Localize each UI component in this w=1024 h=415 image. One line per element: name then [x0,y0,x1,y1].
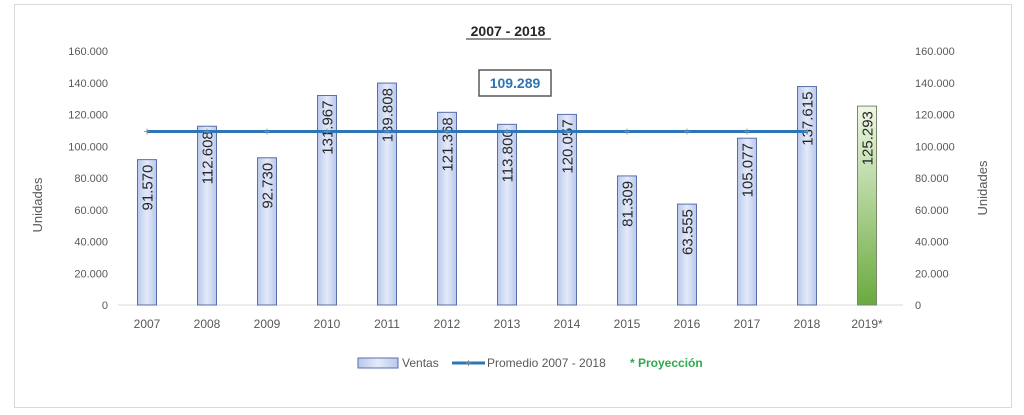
average-marker: + [443,125,450,139]
average-marker: + [383,125,390,139]
average-value-box [478,69,552,97]
bar [677,203,697,306]
y-axis-label-left: Unidades [30,177,45,232]
y-tick-label-left: 120.000 [68,110,108,122]
bar [377,82,397,306]
x-tick-label: 2017 [734,317,761,331]
y-tick-label-right: 140.000 [915,78,955,90]
average-marker: + [323,125,330,139]
y-tick-label-right: 60.000 [915,205,949,217]
y-tick-label-right: 40.000 [915,237,949,249]
legend-marker-promedio: + [465,356,472,370]
bar [617,175,637,306]
x-tick-label: 2010 [314,317,341,331]
average-marker: + [563,125,570,139]
y-axis-left: 0 20.000 40.000 60.000 80.000 100.000 120.000 1… [68,46,108,312]
y-tick-label-right: 0 [915,300,921,312]
x-axis: 2007 2008 2009 2010 2011 2012 2013 2014 2015 2016… [134,317,883,331]
bar-value-label: 81.309 [620,181,637,227]
average-marker: + [503,125,510,139]
bar-value-label: 92.730 [260,163,277,209]
average-marker: + [623,125,630,139]
bar [557,113,577,306]
legend-swatch-ventas [357,357,399,369]
y-axis-label-right: Unidades [975,160,990,215]
bar [437,111,457,306]
legend: Ventas + Promedio 2007 - 2018 * Proyecci… [357,356,703,370]
bar-value-label: 91.570 [140,165,157,211]
x-tick-label: 2018 [794,317,821,331]
x-tick-label: 2011 [374,317,400,331]
bar-projection [857,105,877,306]
bar-value-label: 105.077 [740,143,757,197]
sales-chart: 2007 - 2018 Unidades Unidades 0 20.000 40.… [30,23,990,370]
average-marker: + [743,125,750,139]
x-tick-label: 2007 [134,317,161,331]
y-tick-label-right: 160.000 [915,46,955,58]
bar-value-label: 125.293 [860,111,877,165]
y-tick-label-left: 20.000 [74,268,108,280]
x-tick-label: 2016 [674,317,701,331]
y-tick-label-right: 80.000 [915,173,949,185]
x-tick-label: 2008 [194,317,221,331]
y-tick-label-left: 140.000 [68,78,108,90]
y-tick-label-left: 0 [102,300,108,312]
bar [497,123,517,306]
bar [797,86,817,306]
x-tick-label: 2013 [494,317,521,331]
y-tick-label-left: 160.000 [68,46,108,58]
chart-frame: 2007 - 2018 Unidades Unidades 0 20.000 40.… [14,4,1012,408]
average-series: + + + + + + + + + + + + [143,125,810,139]
y-tick-label-left: 80.000 [74,173,108,185]
average-value-label: 109.289 [490,75,541,91]
bar [317,95,337,306]
y-tick-label-left: 100.000 [68,141,108,153]
bar [737,137,757,306]
legend-label-proyeccion: * Proyección [630,356,703,370]
x-tick-label: 2012 [434,317,461,331]
y-axis-right: 0 20.000 40.000 60.000 80.000 100.000 120.000 1… [915,46,955,312]
x-tick-label: 2009 [254,317,281,331]
x-tick-label: 2014 [554,317,581,331]
y-tick-label-right: 20.000 [915,268,949,280]
average-marker: + [203,125,210,139]
bar-value-label: 113.800 [500,129,517,182]
average-marker: + [683,125,690,139]
y-tick-label-right: 120.000 [915,110,955,122]
bar [197,125,217,306]
bar-value-label: 131.967 [320,101,337,155]
bar-value-label: 112.608 [200,131,217,184]
x-tick-label: 2015 [614,317,641,331]
average-marker: + [803,125,810,139]
bar-value-label: 139.808 [380,88,397,142]
legend-label-promedio: Promedio 2007 - 2018 [487,356,606,370]
bar [137,159,157,306]
y-tick-label-left: 60.000 [74,205,108,217]
average-marker: + [263,125,270,139]
chart-title: 2007 - 2018 [471,23,546,39]
x-tick-label: 2019* [851,317,883,331]
legend-label-ventas: Ventas [402,356,439,370]
bar [257,157,277,306]
y-tick-label-right: 100.000 [915,141,955,153]
bar-value-label: 63.555 [680,209,697,255]
average-marker: + [143,125,150,139]
y-tick-label-left: 40.000 [74,237,108,249]
